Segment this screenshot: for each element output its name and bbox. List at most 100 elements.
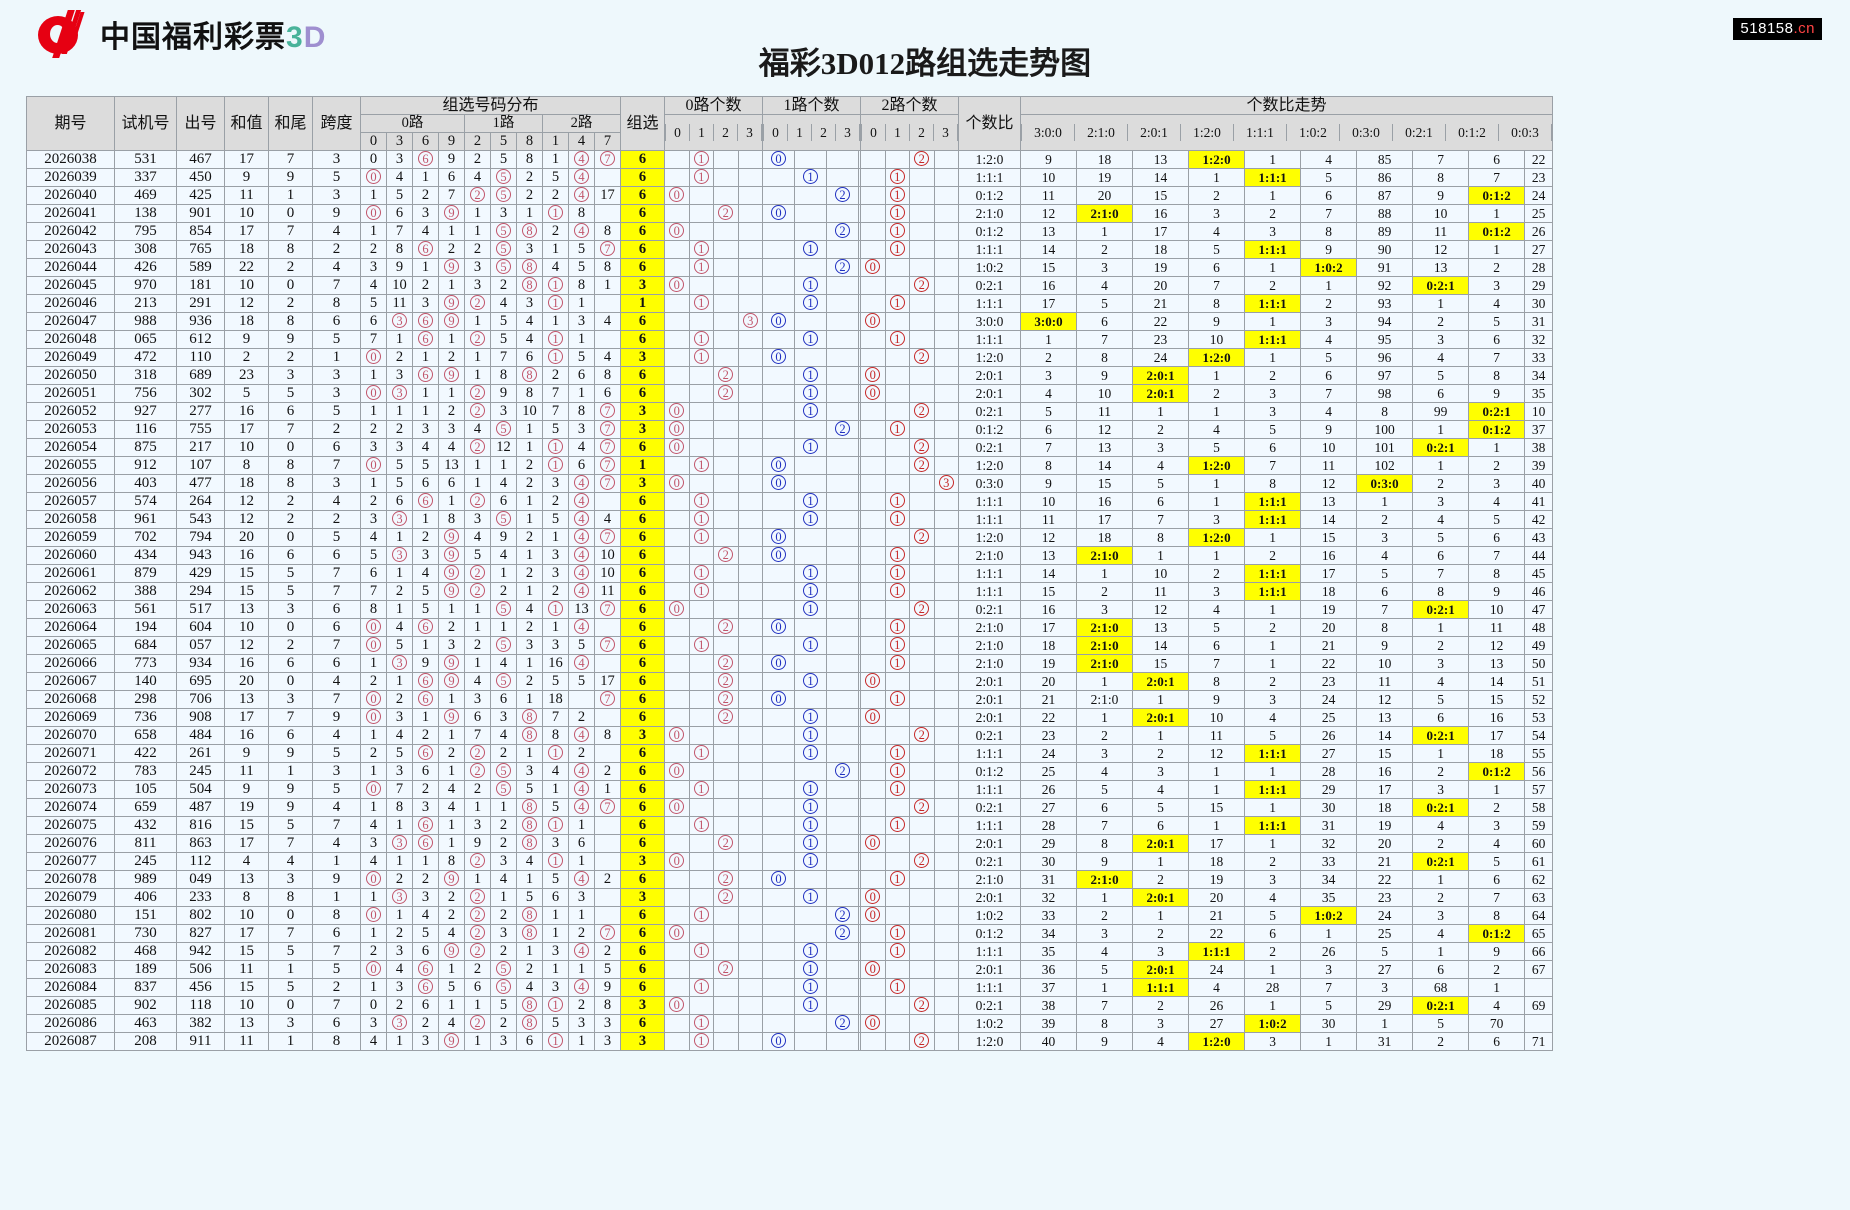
cell-dist-3: 5 [386,474,413,493]
cell-trend-0:2:1: 11 [1412,222,1470,241]
cell-trend-1:2:0: 1 [1188,816,1246,835]
cell-dist-0: 7 [360,582,387,601]
table-row[interactable]: 2026072 783 245 11 1 3 1 3 6 1 2 5 3 4 4 2 6 0 2 1 0:1:2 25 4 3… [26,762,1553,781]
table-row[interactable]: 2026085 902 118 10 0 7 0 2 6 1 1 5 8 1 2 8 3 0 1 2 0:2:1 38 7 2… [26,996,1553,1015]
table-row[interactable]: 2026051 756 302 5 5 3 0 3 1 1 2 9 8 7 1 6 6 2 1 0 2:0:1 4 10 2:… [26,384,1553,403]
table-row[interactable]: 2026070 658 484 16 6 4 1 4 2 1 7 4 8 8 4 8 3 0 1 2 0:2:1 23 2 1… [26,726,1553,745]
cell-cnt0-1: 1 [688,456,714,475]
cell-trend-0:2:1: 0:2:1 [1412,438,1470,457]
cell-dist-7: 11 [594,582,621,601]
table-row[interactable]: 2026068 298 706 13 3 7 0 2 6 1 3 6 1 18 7 6 2 0 1 2:0:1 21 2:… [26,690,1553,709]
table-row[interactable]: 2026061 879 429 15 5 7 6 1 4 9 2 1 2 3 4 10 6 1 1 1 1:1:1 14 1… [26,564,1553,583]
cell-sum: 23 [224,366,269,385]
table-row[interactable]: 2026052 927 277 16 6 5 1 1 1 2 2 3 10 7 8 7 3 0 1 2 0:2:1 5 11… [26,402,1553,421]
table-row[interactable]: 2026041 138 901 10 0 9 0 6 3 9 1 3 1 1 8 6 2 0 1 2:1:0 12 2:1… [26,204,1553,223]
cell-cnt1-2 [825,150,859,169]
table-row[interactable]: 2026063 561 517 13 3 6 8 1 5 1 1 5 4 1 13 7 6 0 1 2 0:2:1 16 3… [26,600,1553,619]
table-row[interactable]: 2026055 912 107 8 8 7 0 5 5 13 1 1 2 1 6 7 1 1 0 2 1:2:0 8 14 4… [26,456,1553,475]
table-row[interactable]: 2026040 469 425 11 1 3 1 5 2 7 2 5 2 2 4 17 6 0 2 1 0:1:2 11 2… [26,186,1553,205]
table-row[interactable]: 2026046 213 291 12 2 8 5 11 3 9 2 4 3 1 1 1 1 1 1 1:1:1 17 5 2… [26,294,1553,313]
table-row[interactable]: 2026050 318 689 23 3 3 1 3 6 9 1 8 8 2 6 8 6 2 1 0 2:0:1 3 9 2:… [26,366,1553,385]
table-row[interactable]: 2026084 837 456 15 5 2 1 3 6 5 6 5 4 3 4 9 6 1 1 1 1:1:1 37 1 1… [26,978,1553,997]
cell-dist-7: 2 [594,762,621,781]
table-row[interactable]: 2026039 337 450 9 9 5 0 4 1 6 4 5 2 5 4 6 1 1 1 1:1:1 10 19 14… [26,168,1553,187]
table-row[interactable]: 2026048 065 612 9 9 5 7 1 6 1 2 5 4 1 1 6 1 1 1 1:1:1 1 7 23 10… [26,330,1553,349]
cell-trend-0:2:1: 3 [1412,906,1470,925]
table-row[interactable]: 2026042 795 854 17 7 4 1 7 4 1 1 5 8 2 4 8 6 0 2 1 0:1:2 13 1 1… [26,222,1553,241]
table-row[interactable]: 2026043 308 765 18 8 2 2 8 6 2 2 5 3 1 5 7 6 1 1 1 1:1:1 14 2 1… [26,240,1553,259]
table-row[interactable]: 2026065 684 057 12 2 7 0 5 1 3 2 5 3 3 5 7 6 1 1 1 2:1:0 18 2:… [26,636,1553,655]
cell-sum: 16 [224,402,269,421]
cell-dist-0: 3 [360,1014,387,1033]
cell-trend-2:1:0: 4 [1076,762,1134,781]
cell-sum: 10 [224,204,269,223]
cell-cnt2-3 [933,1014,959,1033]
cell-ratio: 2:1:0 [958,870,1021,889]
cell-dist-0: 1 [360,924,387,943]
table-row[interactable]: 2026058 961 543 12 2 2 3 3 1 8 3 5 1 5 4 4 6 1 1 1 1:1:1 11 17… [26,510,1553,529]
cell-dist-5: 9 [490,384,517,403]
cell-trend-2:0:1: 1:1:1 [1132,978,1190,997]
table-row[interactable]: 2026057 574 264 12 2 4 2 6 6 1 2 6 1 2 4 6 1 1 1 1:1:1 10 16 6… [26,492,1553,511]
table-row[interactable]: 2026047 988 936 18 8 6 6 3 6 9 1 5 4 1 3 4 6 3 0 0 3:0:0 3:0:… [26,312,1553,331]
cell-sum: 15 [224,816,269,835]
cell-issue: 2026042 [26,222,115,241]
table-row[interactable]: 2026080 151 802 10 0 8 0 1 4 2 2 2 8 1 1 6 1 2 0 1:0:2 33 2 1 2… [26,906,1553,925]
cell-trend-2:1:0: 1 [1076,672,1134,691]
table-row[interactable]: 2026079 406 233 8 8 1 1 3 3 2 2 1 5 6 3 3 2 1 0 2:0:1 32 1 2:0… [26,888,1553,907]
table-row[interactable]: 2026067 140 695 20 0 4 2 1 6 9 4 5 2 5 5 17 6 2 1 0 2:0:1 20 1… [26,672,1553,691]
table-row[interactable]: 2026073 105 504 9 9 5 0 7 2 4 2 5 5 1 4 1 6 1 1 1 1:1:1 26 5 4 1… [26,780,1553,799]
cell-dist-3: 4 [386,960,413,979]
table-row[interactable]: 2026087 208 911 11 1 8 4 1 3 9 1 3 6 1 1 3 3 1 0 2 1:2:0 40 9 4… [26,1032,1553,1051]
table-row[interactable]: 2026078 989 049 13 3 9 0 2 2 9 1 4 1 5 4 2 6 2 0 1 2:1:0 31 2:… [26,870,1553,889]
table-row[interactable]: 2026075 432 816 15 5 7 4 1 6 1 3 2 8 1 1 6 1 1 1 1:1:1 28 7 6 1… [26,816,1553,835]
table-row[interactable]: 2026054 875 217 10 0 6 3 3 4 4 2 12 1 1 4 7 6 0 1 2 0:2:1 7 13… [26,438,1553,457]
cell-cnt1-0: 0 [762,348,795,367]
cell-trend-2:0:1: 1 [1132,402,1190,421]
cell-dist-3: 2 [386,420,413,439]
table-row[interactable]: 2026044 426 589 22 2 4 3 9 1 9 3 5 8 4 5 8 6 1 2 0 1:0:2 15 3 1… [26,258,1553,277]
cell-span: 8 [312,294,361,313]
table-row[interactable]: 2026074 659 487 19 9 4 1 8 3 4 1 1 8 5 4 7 6 0 1 2 0:2:1 27 6 5… [26,798,1553,817]
cell-dist-1: 1 [542,456,569,475]
cell-span: 8 [312,906,361,925]
table-row[interactable]: 2026053 116 755 17 7 2 2 2 3 3 4 5 1 5 3 7 3 0 2 1 0:1:2 6 12 2… [26,420,1553,439]
cell-cnt0-0: 0 [664,798,690,817]
table-row[interactable]: 2026069 736 908 17 7 9 0 3 1 9 6 3 8 7 2 6 2 1 0 2:0:1 22 1 2:… [26,708,1553,727]
cell-cnt2-1: 1 [884,924,910,943]
table-row[interactable]: 2026062 388 294 15 5 7 7 2 5 9 2 2 1 2 4 11 6 1 1 1 1:1:1 15 2… [26,582,1553,601]
table-row[interactable]: 2026049 472 110 2 2 1 0 2 1 2 1 7 6 1 5 4 3 1 0 2 1:2:0 2 8 24 1… [26,348,1553,367]
table-row[interactable]: 2026056 403 477 18 8 3 1 5 6 6 1 4 2 3 4 7 3 0 0 3 0:3:0 9 15 5… [26,474,1553,493]
table-row[interactable]: 2026083 189 506 11 1 5 0 4 6 1 2 5 2 1 1 5 6 2 1 0 2:0:1 36 5 2… [26,960,1553,979]
cell-cnt1-2 [825,546,859,565]
cell-dist-5: 1 [490,618,517,637]
cell-dist-8: 2 [516,564,543,583]
cell-cnt1-2 [825,852,859,871]
cell-dist-4: 4 [568,942,595,961]
cell-cnt1-1 [793,690,827,709]
cell-testnum: 318 [114,366,177,385]
cell-cnt2-3 [933,942,959,961]
cell-issue: 2026086 [26,1014,115,1033]
table-row[interactable]: 2026064 194 604 10 0 6 0 4 6 2 1 1 2 1 4 6 2 0 1 2:1:0 17 2:1… [26,618,1553,637]
table-row[interactable]: 2026059 702 794 20 0 5 4 1 2 9 4 9 2 1 4 7 6 1 0 2 1:2:0 12 18… [26,528,1553,547]
table-row[interactable]: 2026076 811 863 17 7 4 3 3 6 1 9 2 8 3 6 6 2 1 0 2:0:1 29 8 2:… [26,834,1553,853]
cell-cnt2-0 [860,528,886,547]
table-row[interactable]: 2026045 970 181 10 0 7 4 10 2 1 3 2 8 1 8 1 3 0 1 2 0:2:1 16 4… [26,276,1553,295]
cell-trend-1:2:0: 1 [1188,168,1246,187]
cell-trend-0:2:1: 8 [1412,168,1470,187]
table-row[interactable]: 2026060 434 943 16 6 6 5 3 3 9 5 4 1 3 4 10 6 2 0 1 2:1:0 13 2… [26,546,1553,565]
table-row[interactable]: 2026077 245 112 4 4 1 4 1 1 8 2 3 4 1 1 3 0 1 2 0:2:1 30 9 1 18… [26,852,1553,871]
table-row[interactable]: 2026082 468 942 15 5 7 2 3 6 9 2 2 1 3 4 2 6 1 1 1 1:1:1 35 4 3… [26,942,1553,961]
cell-cnt0-3 [737,762,763,781]
cell-cnt0-3 [737,564,763,583]
table-row[interactable]: 2026038 531 467 17 7 3 0 3 6 9 2 5 8 1 4 7 6 1 0 2 1:2:0 9 18 1… [26,150,1553,169]
table-row[interactable]: 2026081 730 827 17 7 6 1 2 5 4 2 3 8 1 2 7 6 0 2 1 0:1:2 34 3 2… [26,924,1553,943]
cell-draw: 294 [176,582,225,601]
table-row[interactable]: 2026066 773 934 16 6 6 1 3 9 9 1 4 1 16 4 6 2 0 1 2:1:0 19 2:… [26,654,1553,673]
cell-trend-1:1:1: 3 [1244,402,1302,421]
table-row[interactable]: 2026071 422 261 9 9 5 2 5 6 2 2 2 1 1 2 6 1 1 1 1:1:1 24 3 2 12… [26,744,1553,763]
cell-trend-2:1:0: 15 [1076,474,1134,493]
cell-cnt1-1: 1 [793,240,827,259]
table-row[interactable]: 2026086 463 382 13 3 6 3 3 2 4 2 2 8 5 3 3 6 1 2 0 1:0:2 39 8 3… [26,1014,1553,1033]
